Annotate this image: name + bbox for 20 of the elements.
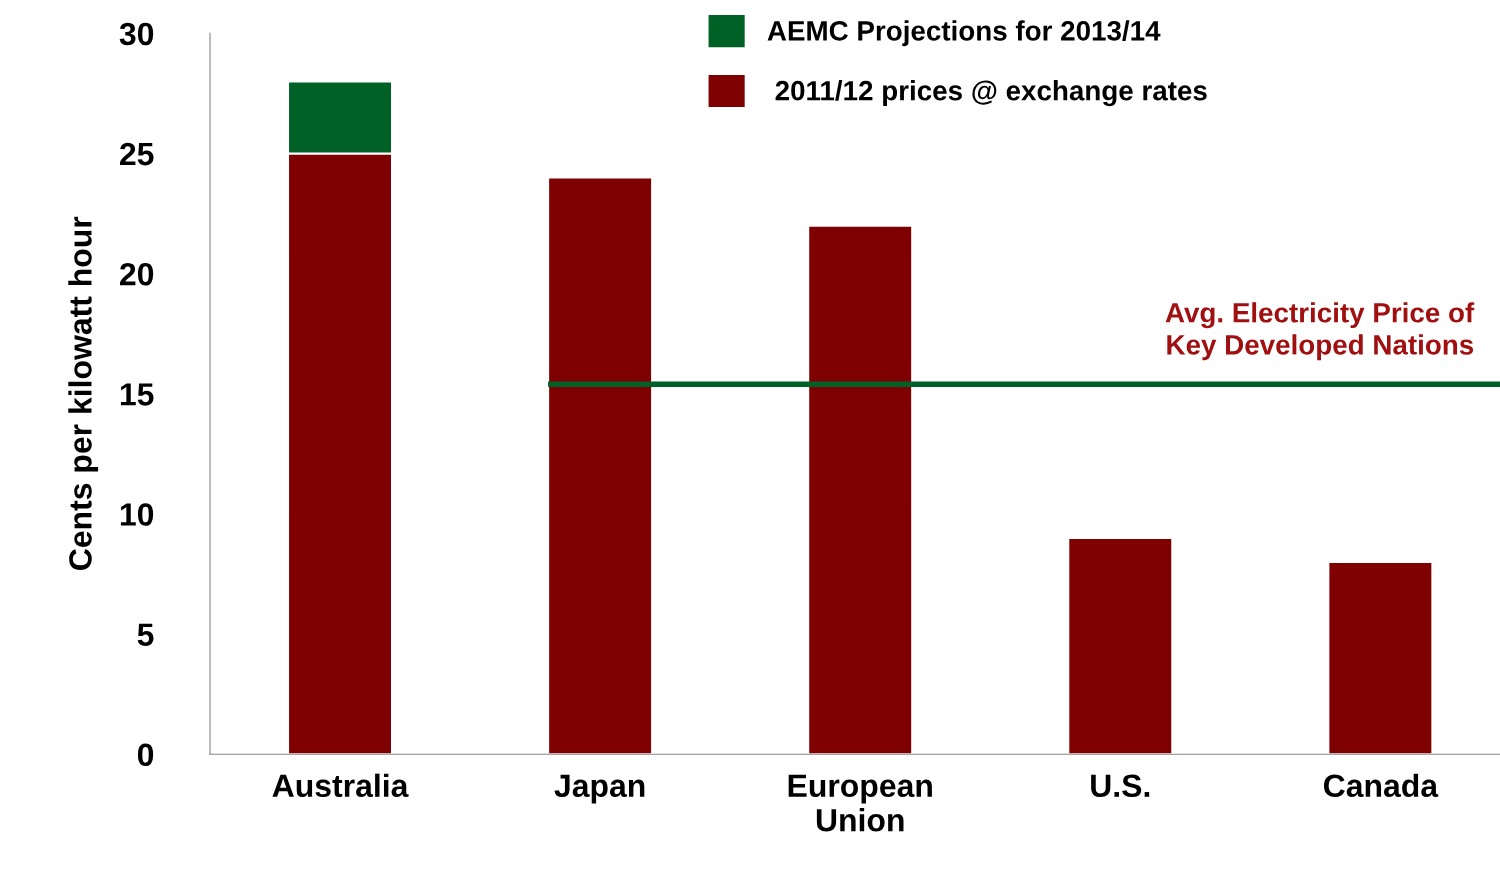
y-tick-label: 25 — [120, 142, 154, 166]
x-tick-label: European Union — [788, 774, 932, 832]
legend-label: 2011/12 prices @ exchange rates — [775, 80, 1207, 107]
x-tick-label: Australia — [272, 773, 409, 798]
x-tick-label: U.S. — [1091, 774, 1150, 798]
bar — [1327, 560, 1434, 755]
legend-label: AEMC Projections for 2013/14 — [767, 20, 1161, 47]
x-tick-label: Japan — [554, 774, 645, 804]
y-tick-label: 15 — [120, 383, 154, 406]
x-tick-label: Canada — [1323, 773, 1439, 798]
bar — [547, 176, 654, 755]
y-tick-label: 0 — [137, 743, 154, 767]
y-tick-label: 30 — [119, 22, 154, 46]
y-tick-label: 10 — [120, 503, 154, 526]
bar — [1067, 536, 1174, 755]
y-tick-label: 5 — [137, 623, 154, 646]
bar — [807, 224, 914, 755]
ref-line-label: Avg. Electricity Price of Key Developed Nations — [1165, 302, 1475, 361]
y-axis-title: Cents per kilowatt hour — [68, 216, 99, 570]
y-tick-label: 20 — [120, 262, 154, 286]
